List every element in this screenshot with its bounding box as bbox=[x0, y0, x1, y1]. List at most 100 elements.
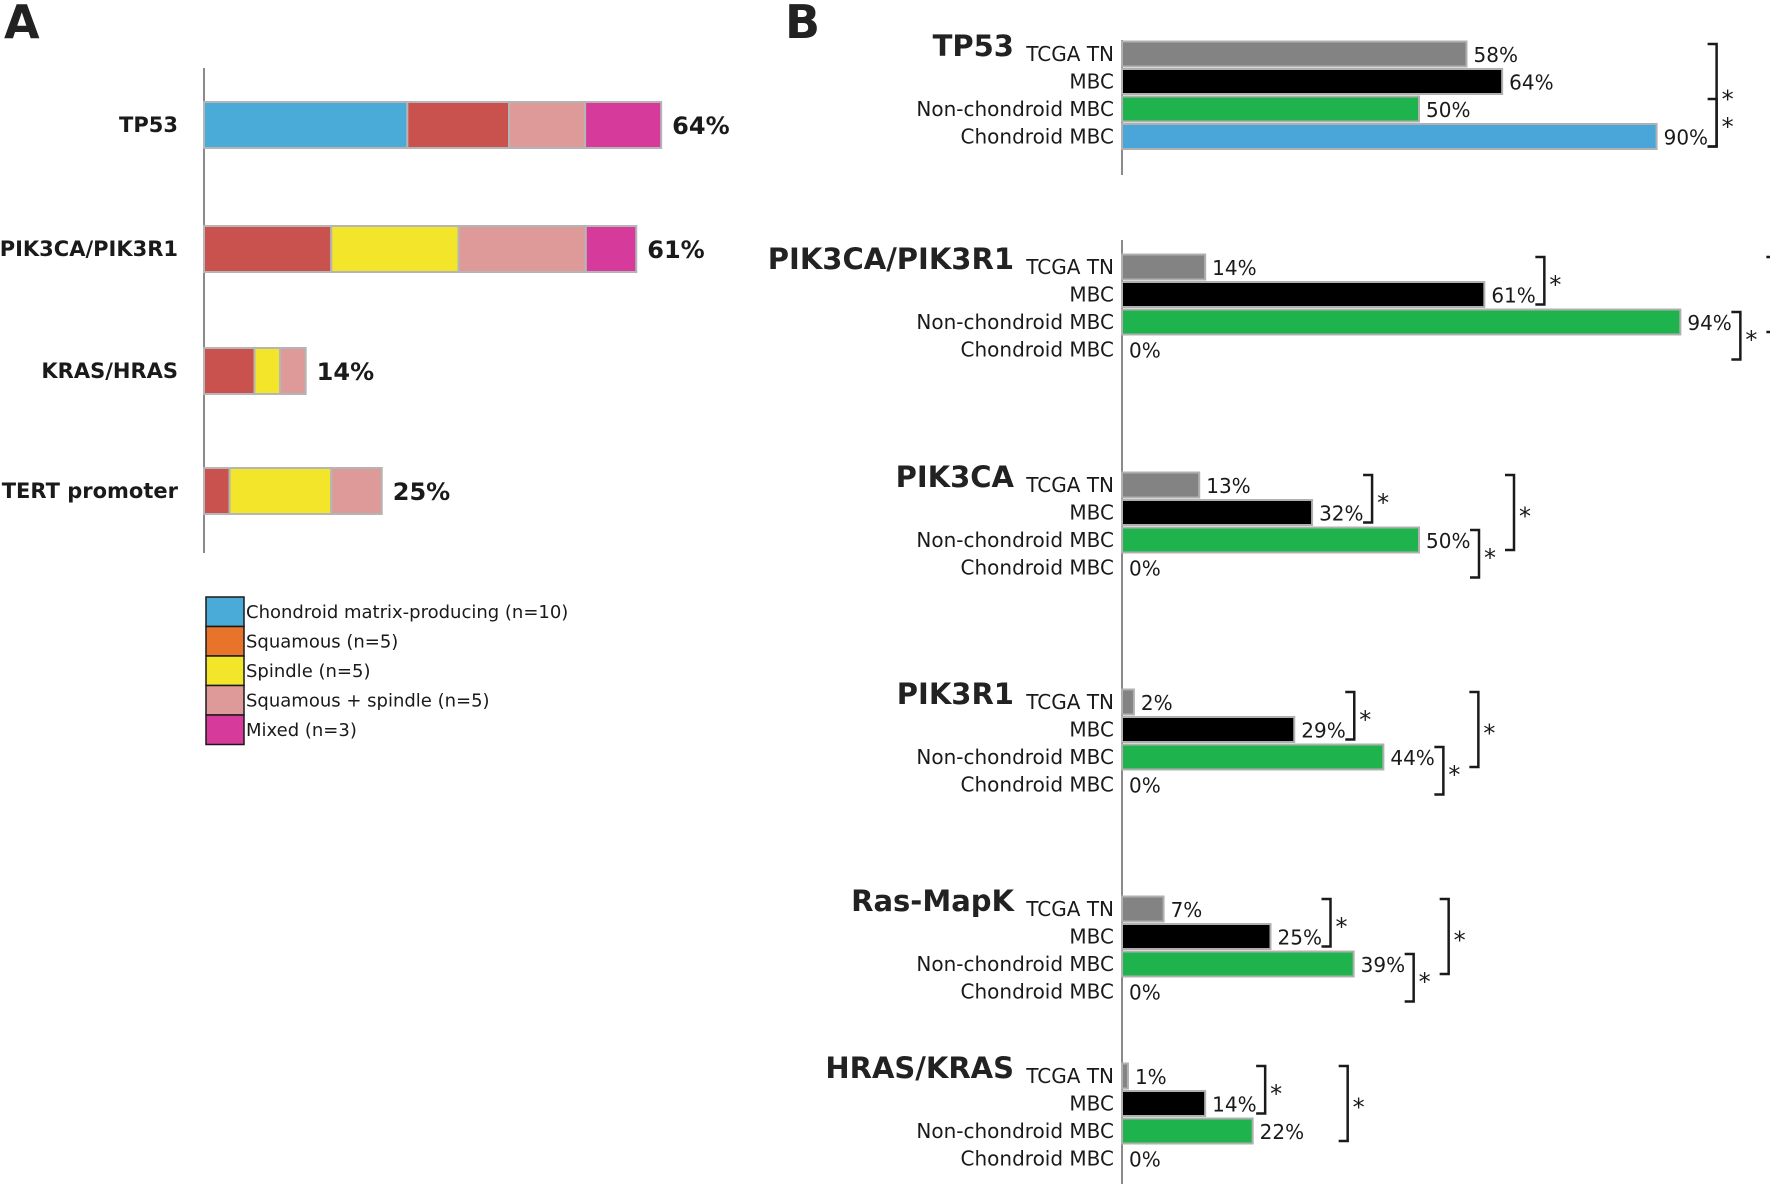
panel-b-grouped-bar-chart: TP53 TCGA TN 58% MBC 64% Non-chondroid MBC 50%… bbox=[768, 29, 1770, 1184]
legend-label-squamous: Squamous (n=5) bbox=[246, 632, 398, 653]
category-label-pik3ca-pik3r1-tcga-tn: TCGA TN bbox=[1025, 255, 1114, 279]
significance-star-tp53-1: * bbox=[1722, 113, 1734, 141]
bar-tp53-mbc bbox=[1121, 68, 1504, 95]
stacked-segment-tp53-mixed bbox=[584, 101, 663, 149]
stacked-segment-tp53-squamous bbox=[406, 101, 511, 149]
bar-hras-kras-tcga-tn bbox=[1121, 1062, 1129, 1090]
value-label-pik3r1-mbc: 29% bbox=[1301, 719, 1345, 743]
value-label-pik3ca-pik3r1-chondroid-mbc: 0% bbox=[1129, 339, 1161, 363]
significance-bracket-pik3ca-pik3r1-1 bbox=[1535, 255, 1546, 306]
value-label-hras-kras-chondroid-mbc: 0% bbox=[1129, 1148, 1161, 1172]
category-label-pik3r1-non-chondroid-mbc: Non-chondroid MBC bbox=[916, 745, 1114, 769]
significance-bracket-pik3r1-1 bbox=[1345, 690, 1356, 741]
value-label-pik3r1-tcga-tn: 2% bbox=[1141, 691, 1173, 715]
significance-star-pik3ca-pik3r1-1: * bbox=[1549, 271, 1561, 299]
bar-tp53-chondroid-mbc bbox=[1121, 123, 1658, 150]
legend-label-mixed: Mixed (n=3) bbox=[246, 720, 357, 741]
stacked-segment-pik3ca-pik3r1-squamous bbox=[203, 225, 333, 273]
significance-bracket-hras-kras-2 bbox=[1338, 1064, 1349, 1143]
category-label-tp53-chondroid-mbc: Chondroid MBC bbox=[961, 125, 1114, 149]
bar-ras-mapk-tcga-tn bbox=[1121, 895, 1165, 923]
category-label-hras-kras-non-chondroid-mbc: Non-chondroid MBC bbox=[916, 1119, 1114, 1143]
significance-star-pik3ca-3: * bbox=[1484, 544, 1496, 572]
stacked-segment-tert-promoter-squamous bbox=[203, 467, 231, 515]
category-label-pik3r1-mbc: MBC bbox=[1069, 718, 1114, 742]
value-label-hras-kras-mbc: 14% bbox=[1212, 1093, 1256, 1117]
stacked-segment-tert-promoter-squamous-spindle bbox=[330, 467, 383, 515]
value-label-pik3r1-non-chondroid-mbc: 44% bbox=[1390, 746, 1434, 770]
gene-title-pik3ca-pik3r1: PIK3CA/PIK3R1 bbox=[768, 242, 1014, 276]
significance-bracket-pik3ca-pik3r1-2 bbox=[1766, 255, 1770, 334]
bar-pik3r1-non-chondroid-mbc bbox=[1121, 743, 1385, 771]
legend-swatch-mixed bbox=[205, 714, 245, 746]
significance-bracket-pik3ca-2 bbox=[1505, 473, 1516, 552]
category-label-hras-kras-tcga-tn: TCGA TN bbox=[1025, 1064, 1114, 1088]
total-label-tert-promoter: 25% bbox=[393, 478, 450, 506]
total-label-kras-hras: 14% bbox=[317, 358, 374, 386]
stacked-segment-kras-hras-spindle bbox=[253, 347, 282, 395]
category-label-tp53-tcga-tn: TCGA TN bbox=[1025, 42, 1114, 66]
significance-bracket-pik3ca-3 bbox=[1470, 528, 1481, 579]
stacked-segment-pik3ca-pik3r1-mixed bbox=[584, 225, 638, 273]
category-label-ras-mapk-tcga-tn: TCGA TN bbox=[1025, 897, 1114, 921]
total-label-tp53: 64% bbox=[672, 112, 729, 140]
gene-label-pik3ca-pik3r1: PIK3CA/PIK3R1 bbox=[0, 237, 178, 261]
panel-b-label: B bbox=[785, 0, 820, 49]
significance-star-ras-mapk-1: * bbox=[1336, 913, 1348, 941]
value-label-ras-mapk-non-chondroid-mbc: 39% bbox=[1361, 953, 1405, 977]
gene-title-pik3r1: PIK3R1 bbox=[897, 677, 1014, 711]
value-label-pik3ca-chondroid-mbc: 0% bbox=[1129, 557, 1161, 581]
bar-pik3ca-pik3r1-mbc bbox=[1121, 281, 1486, 308]
category-label-hras-kras-mbc: MBC bbox=[1069, 1092, 1114, 1116]
significance-star-pik3ca-2: * bbox=[1519, 503, 1531, 531]
legend-swatch-spindle bbox=[205, 655, 245, 687]
category-label-pik3ca-non-chondroid-mbc: Non-chondroid MBC bbox=[916, 528, 1114, 552]
category-label-ras-mapk-chondroid-mbc: Chondroid MBC bbox=[961, 980, 1114, 1004]
significance-star-ras-mapk-3: * bbox=[1419, 968, 1431, 996]
value-label-tp53-chondroid-mbc: 90% bbox=[1664, 126, 1708, 150]
significance-star-pik3r1-3: * bbox=[1448, 761, 1460, 789]
gene-label-tert-promoter: TERT promoter bbox=[2, 479, 179, 503]
panel-a-stacked-bar-chart: TP53 64% PIK3CA/PIK3R1 61% KRAS/HRAS 14% TERT … bbox=[0, 68, 730, 553]
value-label-ras-mapk-chondroid-mbc: 0% bbox=[1129, 981, 1161, 1005]
category-label-pik3r1-tcga-tn: TCGA TN bbox=[1025, 690, 1114, 714]
significance-star-pik3r1-1: * bbox=[1359, 706, 1371, 734]
legend-swatch-squamous bbox=[205, 625, 245, 657]
gene-title-tp53: TP53 bbox=[933, 29, 1014, 63]
value-label-tp53-mbc: 64% bbox=[1509, 71, 1553, 95]
bar-pik3ca-pik3r1-tcga-tn bbox=[1121, 253, 1207, 281]
bar-pik3r1-tcga-tn bbox=[1121, 688, 1135, 716]
significance-bracket-ras-mapk-1 bbox=[1321, 897, 1332, 948]
legend-label-chondroid-matrix-producing: Chondroid matrix-producing (n=10) bbox=[246, 602, 568, 623]
significance-bracket-tp53-2 bbox=[1707, 42, 1718, 148]
value-label-pik3ca-tcga-tn: 13% bbox=[1206, 474, 1250, 498]
category-label-hras-kras-chondroid-mbc: Chondroid MBC bbox=[961, 1147, 1114, 1171]
panel-a-legend: Chondroid matrix-producing (n=10) Squamou… bbox=[205, 596, 568, 746]
stacked-segment-kras-hras-squamous bbox=[203, 347, 256, 395]
significance-bracket-ras-mapk-2 bbox=[1439, 897, 1450, 976]
bar-tp53-tcga-tn bbox=[1121, 40, 1468, 68]
significance-bracket-pik3ca-pik3r1-3 bbox=[1731, 310, 1742, 361]
category-label-pik3ca-pik3r1-non-chondroid-mbc: Non-chondroid MBC bbox=[916, 310, 1114, 334]
value-label-hras-kras-tcga-tn: 1% bbox=[1135, 1065, 1167, 1089]
category-label-tp53-mbc: MBC bbox=[1069, 70, 1114, 94]
value-label-pik3r1-chondroid-mbc: 0% bbox=[1129, 774, 1161, 798]
bar-pik3ca-non-chondroid-mbc bbox=[1121, 526, 1420, 554]
category-label-pik3ca-tcga-tn: TCGA TN bbox=[1025, 473, 1114, 497]
gene-label-kras-hras: KRAS/HRAS bbox=[41, 359, 178, 383]
category-label-pik3r1-chondroid-mbc: Chondroid MBC bbox=[961, 773, 1114, 797]
bar-pik3ca-tcga-tn bbox=[1121, 471, 1201, 499]
significance-star-hras-kras-1: * bbox=[1270, 1080, 1282, 1108]
bar-ras-mapk-non-chondroid-mbc bbox=[1121, 950, 1355, 978]
bar-pik3ca-mbc bbox=[1121, 499, 1314, 526]
category-label-pik3ca-pik3r1-chondroid-mbc: Chondroid MBC bbox=[961, 338, 1114, 362]
significance-bracket-ras-mapk-3 bbox=[1404, 952, 1415, 1003]
stacked-segment-tert-promoter-spindle bbox=[228, 467, 333, 515]
significance-star-hras-kras-2: * bbox=[1353, 1094, 1365, 1122]
stacked-segment-kras-hras-squamous-spindle bbox=[279, 347, 307, 395]
stacked-segment-pik3ca-pik3r1-squamous-spindle bbox=[457, 225, 587, 273]
value-label-hras-kras-non-chondroid-mbc: 22% bbox=[1260, 1120, 1304, 1144]
significance-bracket-pik3r1-2 bbox=[1469, 690, 1480, 769]
significance-bracket-pik3r1-3 bbox=[1434, 745, 1445, 796]
